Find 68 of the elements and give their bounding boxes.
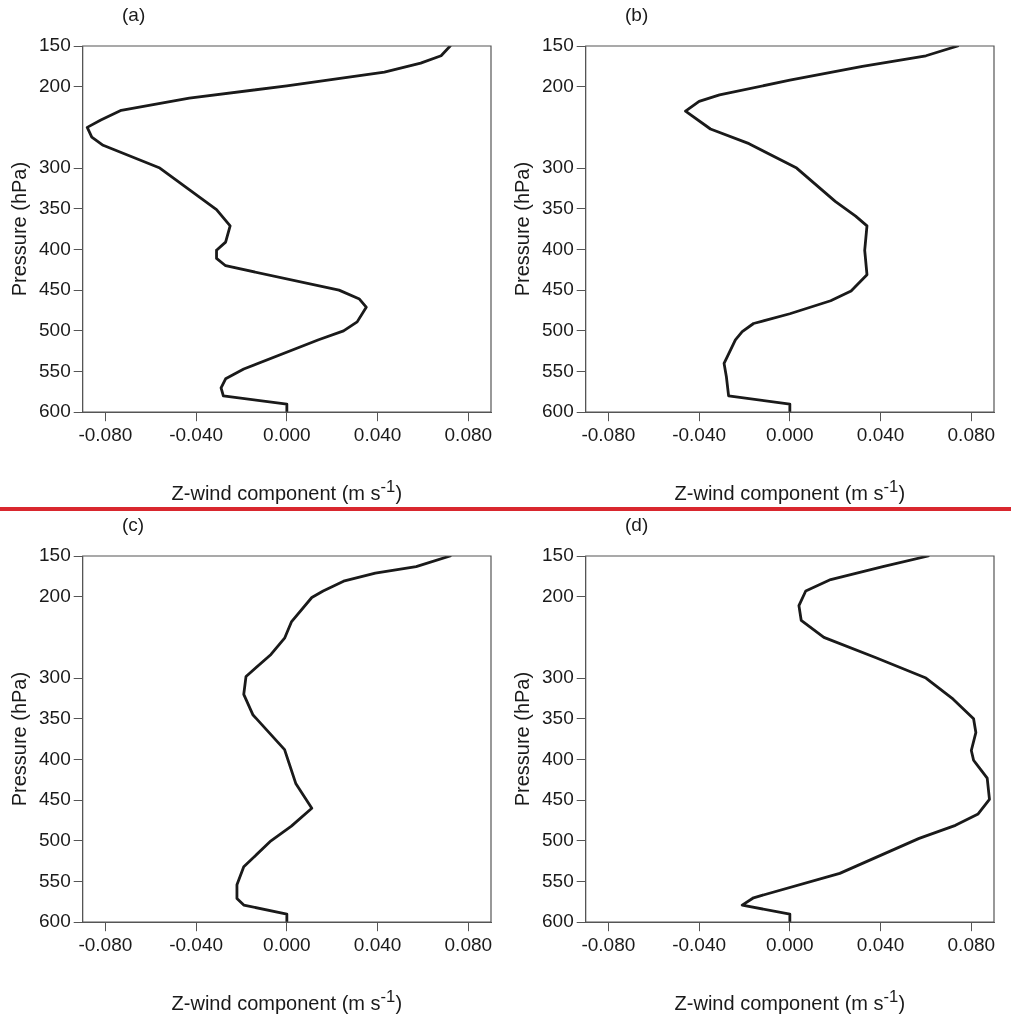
x-tick-label: 0.000 bbox=[766, 423, 814, 445]
y-tick-label: 150 bbox=[39, 544, 71, 566]
y-tick-label: 300 bbox=[542, 666, 574, 688]
y-tick-label: 500 bbox=[39, 319, 71, 341]
x-tick-label: -0.040 bbox=[672, 933, 727, 955]
y-tick-label: 450 bbox=[39, 278, 71, 300]
y-tick-label: 450 bbox=[39, 788, 71, 810]
y-tick-label: 600 bbox=[39, 910, 71, 932]
y-tick-label: 300 bbox=[542, 156, 574, 178]
y-tick-label: 400 bbox=[542, 747, 574, 769]
y-tick-label: 350 bbox=[39, 706, 71, 728]
x-tick-label: 0.080 bbox=[947, 933, 996, 955]
x-axis-title: Z-wind component (m s$^{-1}$) bbox=[673, 477, 907, 505]
x-tick-label: -0.040 bbox=[672, 423, 727, 445]
x-tick-label: 0.040 bbox=[353, 423, 402, 445]
y-tick-label: 350 bbox=[542, 196, 574, 218]
x-tick-label: 0.080 bbox=[947, 423, 996, 445]
y-axis-title: Pressure (hPa) bbox=[7, 161, 30, 297]
x-tick-label: 0.040 bbox=[856, 933, 905, 955]
y-tick-label: 150 bbox=[542, 544, 574, 566]
x-axis-title: Z-wind component (m s$^{-1}$) bbox=[170, 987, 404, 1014]
y-tick-label: 200 bbox=[542, 584, 574, 606]
x-tick-label: 0.040 bbox=[353, 933, 402, 955]
y-tick-label: 400 bbox=[542, 237, 574, 259]
y-tick-label: 600 bbox=[542, 910, 574, 932]
y-tick-label: 450 bbox=[542, 278, 574, 300]
y-tick-label: 550 bbox=[39, 359, 71, 381]
y-axis-title: Pressure (hPa) bbox=[7, 671, 30, 807]
x-tick-label: -0.080 bbox=[581, 423, 636, 445]
y-tick-label: 550 bbox=[542, 359, 574, 381]
chart-title: (b) bbox=[625, 4, 649, 26]
y-tick-label: 400 bbox=[39, 237, 71, 259]
x-tick-label: 0.080 bbox=[444, 933, 493, 955]
y-tick-label: 600 bbox=[39, 400, 71, 422]
x-tick-label: -0.080 bbox=[78, 423, 133, 445]
y-tick-label: 550 bbox=[39, 869, 71, 891]
y-tick-label: 150 bbox=[39, 34, 71, 56]
y-axis-title: Pressure (hPa) bbox=[510, 161, 533, 297]
y-tick-label: 300 bbox=[39, 666, 71, 688]
x-tick-label: -0.080 bbox=[78, 933, 133, 955]
y-tick-label: 550 bbox=[542, 869, 574, 891]
x-axis-title: Z-wind component (m s$^{-1}$) bbox=[673, 987, 907, 1014]
x-tick-label: 0.080 bbox=[444, 423, 493, 445]
y-tick-label: 200 bbox=[39, 74, 71, 96]
y-tick-label: 150 bbox=[542, 34, 574, 56]
y-tick-label: 200 bbox=[39, 584, 71, 606]
x-tick-label: 0.000 bbox=[263, 423, 311, 445]
chart-title: (a) bbox=[122, 4, 146, 26]
y-tick-label: 500 bbox=[542, 319, 574, 341]
chart-title: (c) bbox=[122, 514, 145, 536]
x-tick-label: -0.040 bbox=[169, 933, 224, 955]
x-tick-label: 0.040 bbox=[856, 423, 905, 445]
y-tick-label: 600 bbox=[542, 400, 574, 422]
x-tick-label: 0.000 bbox=[766, 933, 814, 955]
y-tick-label: 300 bbox=[39, 156, 71, 178]
chart-title: (d) bbox=[625, 514, 649, 536]
y-tick-label: 200 bbox=[542, 74, 574, 96]
y-tick-label: 400 bbox=[39, 747, 71, 769]
y-axis-title: Pressure (hPa) bbox=[510, 671, 533, 807]
y-tick-label: 450 bbox=[542, 788, 574, 810]
x-tick-label: 0.000 bbox=[263, 933, 311, 955]
y-tick-label: 500 bbox=[39, 829, 71, 851]
x-tick-label: -0.080 bbox=[581, 933, 636, 955]
y-tick-label: 500 bbox=[542, 829, 574, 851]
y-tick-label: 350 bbox=[542, 706, 574, 728]
x-axis-title: Z-wind component (m s$^{-1}$) bbox=[170, 477, 404, 505]
y-tick-label: 350 bbox=[39, 196, 71, 218]
x-tick-label: -0.040 bbox=[169, 423, 224, 445]
